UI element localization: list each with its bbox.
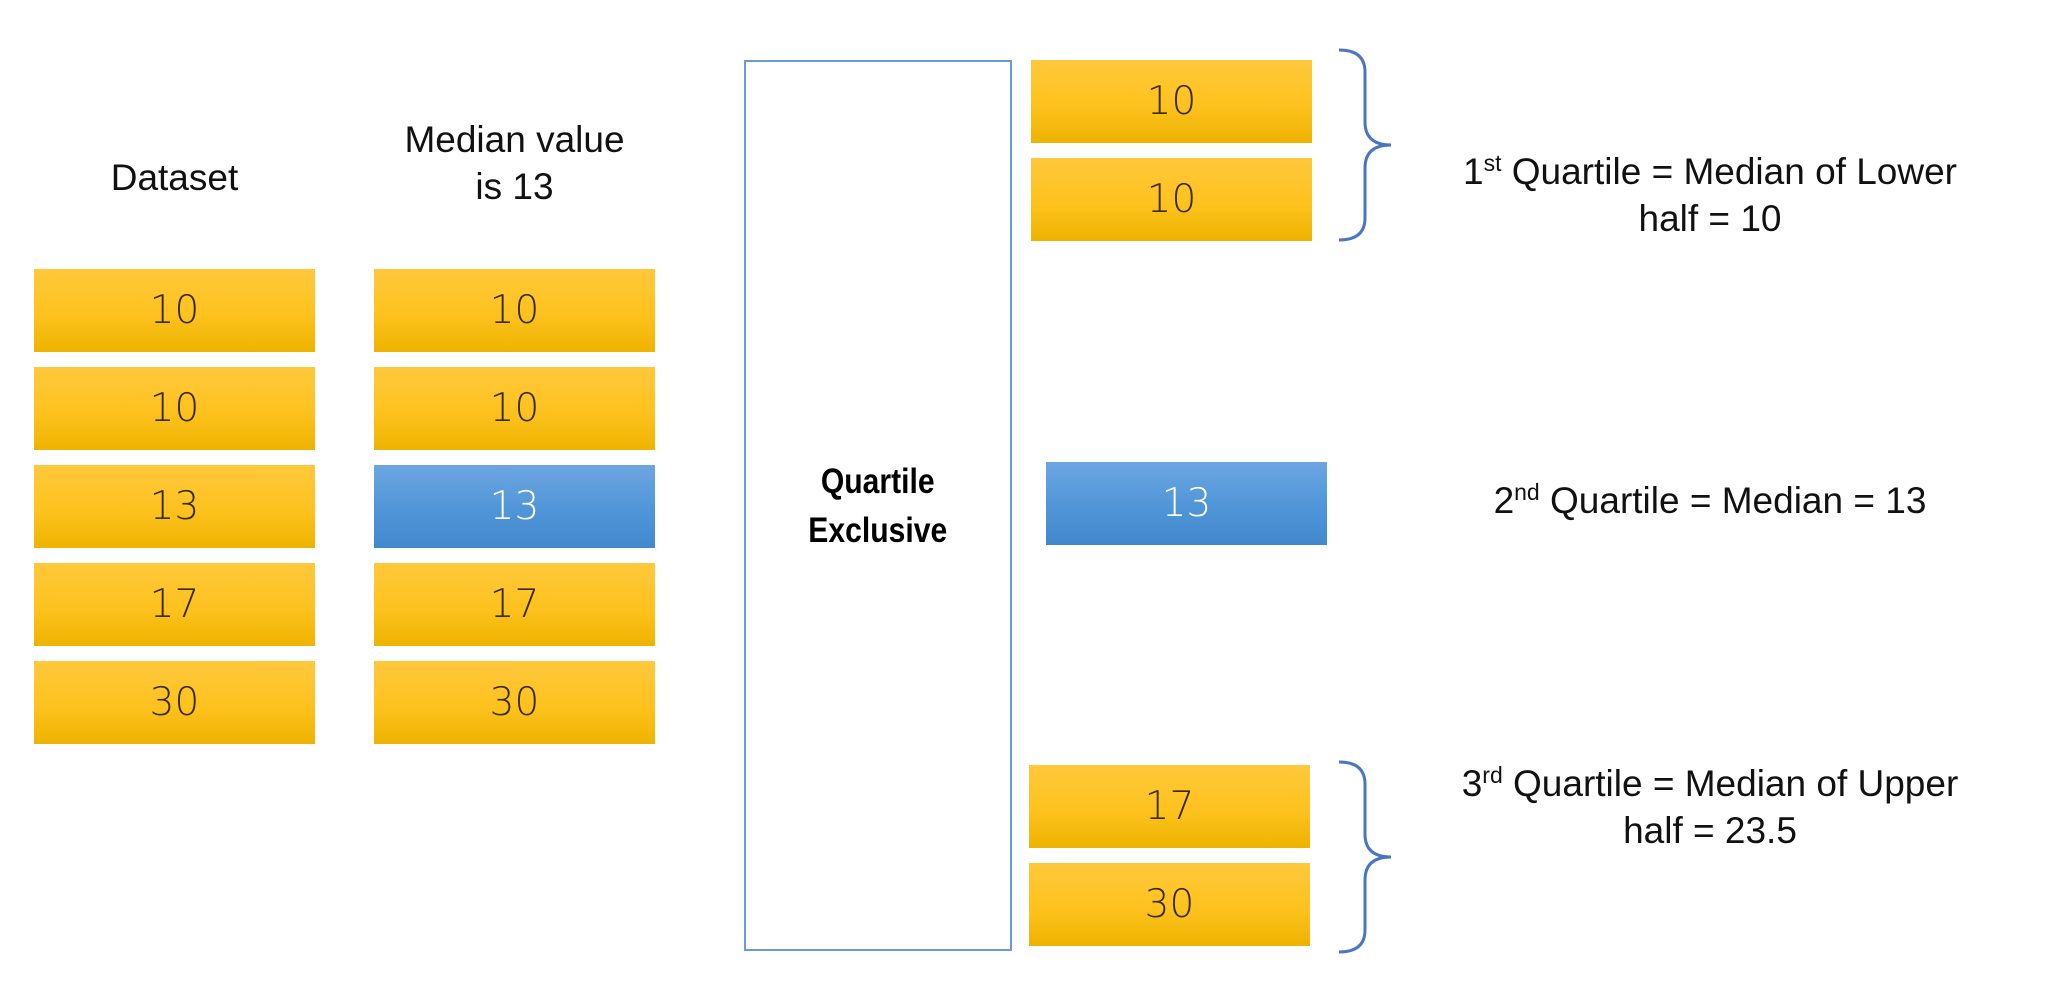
second-quartile-line1: 2nd Quartile = Median = 13	[1493, 479, 1927, 521]
lower-half-cell: 10	[1031, 60, 1312, 143]
first-quartile-line2: half = 10	[1638, 198, 1782, 239]
quartile-exclusive-label: Quartile Exclusive	[809, 457, 948, 555]
upper-half-cell: 17	[1029, 765, 1310, 848]
dataset-cell: 10	[34, 367, 315, 450]
lower-half-brace	[1338, 48, 1392, 242]
upper-half-cell: 30	[1029, 863, 1310, 946]
dataset-cell: 10	[34, 269, 315, 352]
second-quartile-note: 2nd Quartile = Median = 13	[1400, 477, 2020, 524]
median-column-cell: 10	[374, 269, 655, 352]
third-quartile-note: 3rd Quartile = Median of Upper half = 23…	[1400, 760, 2020, 854]
third-quartile-line2: half = 23.5	[1623, 810, 1797, 851]
dataset-cell: 17	[34, 563, 315, 646]
first-quartile-line1: 1st Quartile = Median of Lower	[1462, 150, 1957, 192]
quartile-exclusive-box: Quartile Exclusive	[744, 60, 1012, 951]
first-quartile-note: 1st Quartile = Median of Lower half = 10	[1400, 148, 2020, 242]
median-heading-line2: is 13	[475, 166, 554, 207]
lower-half-cell: 10	[1031, 158, 1312, 241]
third-quartile-line1: 3rd Quartile = Median of Upper	[1461, 762, 1959, 804]
median-column-cell: 17	[374, 563, 655, 646]
median-column-cell: 10	[374, 367, 655, 450]
upper-half-brace	[1338, 760, 1392, 954]
median-highlight-cell: 13	[374, 465, 655, 548]
dataset-heading: Dataset	[110, 157, 239, 198]
median-heading: Median value is 13	[374, 116, 655, 210]
dataset-cell: 30	[34, 661, 315, 744]
median-value-cell: 13	[1046, 462, 1327, 545]
quartile-label-line2: Exclusive	[808, 510, 948, 550]
dataset-cell: 13	[34, 465, 315, 548]
quartile-label-line1: Quartile	[821, 461, 935, 501]
median-column-cell: 30	[374, 661, 655, 744]
median-heading-line1: Median value	[404, 119, 625, 160]
